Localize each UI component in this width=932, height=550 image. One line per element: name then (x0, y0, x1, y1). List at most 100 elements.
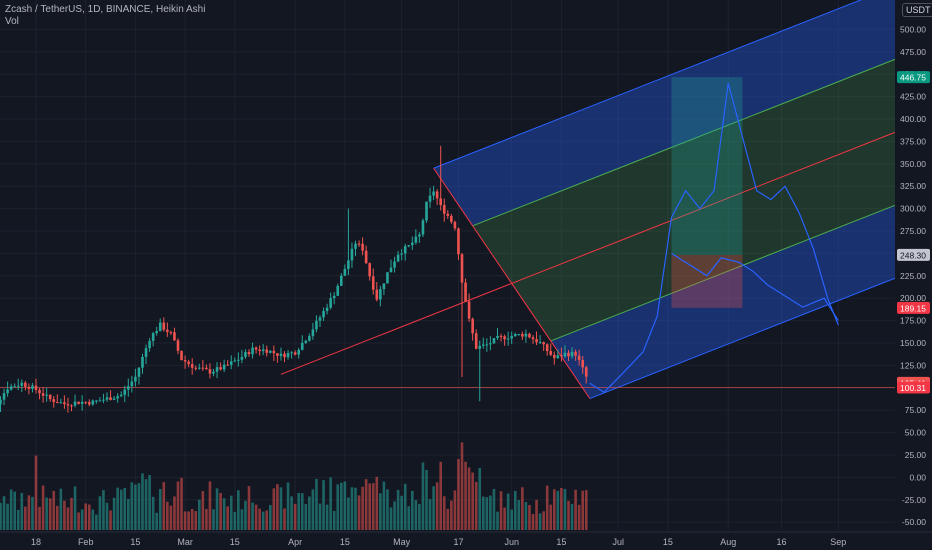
candle-body (205, 367, 208, 370)
candle-body (286, 353, 290, 358)
price-tick-label: 125.00 (900, 360, 926, 370)
candle-body (421, 220, 425, 235)
candle-body (414, 236, 418, 243)
volume-bar (162, 482, 166, 530)
volume-bar (290, 496, 293, 530)
candle-body (400, 253, 403, 255)
volume-bar (16, 509, 20, 530)
volume-bar (450, 500, 453, 530)
candle-body (6, 389, 9, 394)
stop-price-label-bg (897, 301, 930, 314)
stop-zone (671, 254, 743, 308)
volume-bar (169, 505, 173, 530)
candle-body (297, 349, 300, 355)
fork-zone-middle (472, 59, 895, 341)
volume-bar (524, 502, 528, 530)
time-axis[interactable]: 18 Feb 15 Mar 15 Apr 15 May 17 Jun 15 Jul 15 Aug 16 Sep (0, 531, 932, 550)
volume-bar (215, 488, 219, 530)
candle-body (141, 356, 144, 368)
candle-body (276, 353, 279, 356)
projection-path (589, 82, 839, 394)
price-tick-label: 475.00 (900, 47, 926, 57)
candle-body (439, 198, 442, 205)
candle-body (407, 245, 411, 247)
volume-bar (343, 481, 347, 530)
candle-body (386, 272, 389, 284)
volume-bar (531, 514, 535, 530)
volume-bar (315, 478, 318, 530)
price-tick-label: 225.00 (900, 271, 926, 281)
price-tick-label: -50.00 (902, 517, 926, 527)
volume-bar (542, 511, 545, 530)
volume-bar (379, 493, 382, 530)
volume-bar (528, 505, 531, 530)
entry-price-label-bg (897, 248, 930, 261)
candle-body (482, 344, 485, 346)
volume-bar (386, 489, 389, 530)
volume-bar (485, 497, 489, 530)
pitchfork-drawing[interactable] (0, 0, 896, 399)
candle-body (293, 352, 297, 355)
volume-bar (48, 498, 52, 530)
candle-body (553, 354, 556, 359)
volume-bar (190, 509, 194, 530)
candle-body (109, 397, 112, 400)
volume-bar (492, 488, 496, 530)
volume-bar (187, 511, 190, 530)
candle-body (513, 334, 517, 336)
candle-body (166, 329, 169, 333)
price-tick-label: 275.00 (900, 226, 926, 236)
candle-body (467, 301, 471, 319)
volume-bar (435, 482, 439, 530)
volume-bar (304, 504, 308, 530)
candle-body (59, 402, 63, 404)
time-tick-label: 15 (663, 537, 673, 547)
volume-bar (183, 511, 187, 530)
volume-bar (556, 490, 560, 530)
currency-unit-badge[interactable]: USDT (902, 3, 932, 17)
candle-body (148, 340, 151, 349)
candle-body (332, 295, 336, 299)
volume-bar (510, 509, 513, 530)
candle-body (300, 342, 304, 350)
candle-body (73, 401, 77, 406)
candle-body (272, 350, 276, 354)
volume-bar (471, 472, 474, 530)
volume-bar (570, 503, 574, 530)
volume-bar (144, 479, 148, 530)
candle-body (198, 367, 201, 369)
price-tick-label: 50.00 (905, 428, 927, 438)
volume-bar (2, 496, 6, 530)
volume-bar (148, 474, 151, 530)
target-price-label-bg (897, 71, 930, 84)
volume-bar (325, 504, 329, 530)
long-position-tool[interactable] (671, 77, 743, 308)
volume-bar (70, 497, 73, 530)
price-tick-label: 500.00 (900, 24, 926, 34)
candle-body (237, 359, 240, 361)
candle-body (41, 393, 45, 396)
volume-bar (105, 502, 109, 530)
projection-lines[interactable] (589, 82, 839, 394)
volume-bar (425, 470, 428, 530)
volume-bar (311, 489, 315, 530)
volume-bar (134, 484, 137, 530)
candle-body (290, 352, 293, 354)
stop-price-label: 189.15 (900, 303, 926, 313)
time-tick-label: Aug (720, 537, 736, 547)
candle-body (506, 338, 510, 340)
volume-bar (439, 461, 442, 530)
candle-body (485, 344, 489, 346)
volume-bar (453, 490, 457, 530)
projection-path-alt (671, 252, 839, 321)
candle-body (9, 386, 13, 390)
volume-bar (226, 506, 229, 530)
volume-bar (27, 495, 31, 530)
volume-bar (279, 487, 283, 530)
volume-bar (293, 503, 297, 530)
candle-body (176, 340, 180, 351)
volume-bar (329, 477, 332, 530)
candle-body (63, 402, 66, 405)
